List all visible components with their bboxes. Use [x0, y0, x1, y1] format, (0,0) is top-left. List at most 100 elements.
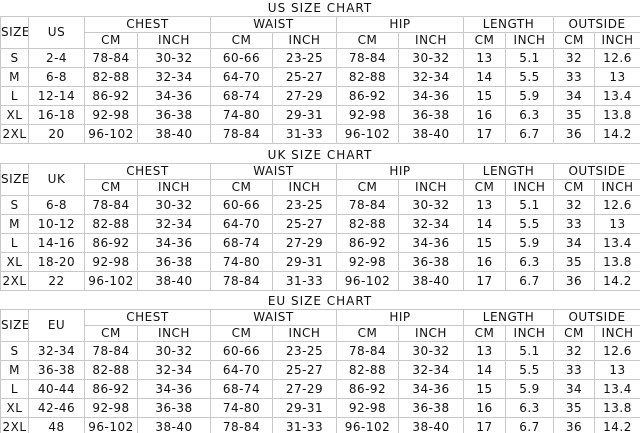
data-cell: 2XL — [0, 417, 29, 433]
header-row: SIZE US CHEST WAIST HIP LENGTH OUTSIDE — [0, 16, 640, 49]
data-cell: 13 — [463, 341, 506, 361]
data-cell: 30-32 — [398, 341, 464, 361]
group-header: CHEST — [84, 16, 211, 33]
data-cell: 36-38 — [398, 251, 464, 272]
data-cell: 33 — [553, 360, 595, 380]
data-cell: 82-88 — [336, 360, 399, 380]
data-cell: 92-98 — [336, 398, 399, 418]
data-cell: 16-18 — [28, 105, 85, 125]
data-cell: 27-29 — [272, 232, 337, 253]
unit-header: INCH — [505, 178, 554, 196]
data-cell: 13.8 — [593, 251, 640, 272]
data-cell: 30-32 — [398, 48, 464, 68]
header-cell: SIZE — [0, 309, 29, 342]
data-cell: 15 — [463, 232, 506, 253]
data-cell: 2XL — [0, 124, 29, 144]
group-header: HIP — [336, 16, 464, 33]
data-cell: 78-84 — [336, 341, 399, 361]
data-cell: 74-80 — [210, 251, 273, 272]
header-row: CM INCH CM INCH CM INCH CM INCH CM INCH — [1, 178, 640, 196]
data-cell: 12.6 — [593, 341, 640, 361]
data-cell: 82-88 — [336, 213, 399, 234]
unit-header: CM — [336, 178, 399, 196]
group-header: CHEST — [84, 162, 211, 180]
data-cell: 12-14 — [28, 86, 85, 106]
size-table: SIZE UK CHEST WAIST HIP LENGTH OUTSIDE CM INCH CM… — [0, 162, 640, 291]
unit-header: INCH — [593, 178, 640, 196]
data-cell: 60-66 — [210, 194, 273, 215]
data-row: L 40-44 86-92 34-36 68-74 27-29 86-92 34-36 15 5.… — [0, 379, 640, 399]
data-cell: 78-84 — [210, 124, 273, 144]
data-cell: XL — [0, 398, 29, 418]
data-cell: 23-25 — [272, 341, 337, 361]
data-row: M 36-38 82-88 32-34 64-70 25-27 82-88 32-34 14 5.… — [0, 360, 640, 380]
data-row: M 10-12 82-88 32-34 64-70 25-27 82-88 32-34 14 5.… — [0, 213, 640, 234]
data-cell: 74-80 — [210, 105, 273, 125]
data-cell: 20 — [28, 124, 85, 144]
unit-header: INCH — [272, 178, 337, 196]
data-cell: 82-88 — [84, 67, 138, 87]
data-cell: 5.1 — [505, 341, 554, 361]
data-cell: 64-70 — [210, 360, 273, 380]
data-cell: 35 — [553, 105, 595, 125]
data-row: L 14-16 86-92 34-36 68-74 27-29 86-92 34-36 15 5.… — [0, 232, 640, 253]
data-cell: 13.8 — [593, 105, 640, 125]
unit-header: INCH — [398, 178, 464, 196]
data-cell: 14.2 — [593, 417, 640, 433]
unit-header: CM — [84, 178, 138, 196]
data-cell: 13.4 — [593, 232, 640, 253]
group-header: CHEST — [84, 309, 211, 326]
data-cell: 38-40 — [137, 270, 211, 291]
data-cell: 5.5 — [505, 67, 554, 87]
header-cell: UK — [28, 162, 85, 196]
data-cell: 5.9 — [505, 232, 554, 253]
header-cell: SIZE — [0, 162, 29, 196]
data-cell: 14 — [463, 67, 506, 87]
data-cell: 32-34 — [137, 67, 211, 87]
data-cell: 25-27 — [272, 360, 337, 380]
data-cell: 36-38 — [398, 398, 464, 418]
group-header: HIP — [336, 309, 464, 326]
unit-header: CM — [84, 325, 138, 342]
data-row: S 32-34 78-84 30-32 60-66 23-25 78-84 30-32 13 5.… — [0, 341, 640, 361]
data-cell: 34-36 — [398, 86, 464, 106]
unit-header: CM — [210, 178, 273, 196]
header-row: SIZE EU CHEST WAIST HIP LENGTH OUTSIDE — [0, 309, 640, 342]
group-header: OUTSIDE — [552, 309, 640, 326]
data-cell: 6.7 — [505, 124, 554, 144]
unit-header: CM — [336, 32, 399, 49]
data-cell: 13 — [463, 194, 506, 215]
data-cell: 30-32 — [137, 194, 211, 215]
data-cell: 5.5 — [505, 213, 554, 234]
group-header: WAIST — [210, 162, 337, 180]
data-cell: 35 — [553, 398, 595, 418]
data-cell: 96-102 — [336, 417, 399, 433]
data-row: M 6-8 82-88 32-34 64-70 25-27 82-88 32-34 14 5.5 3… — [0, 67, 640, 87]
data-cell: 25-27 — [272, 67, 337, 87]
size-table: SIZE US CHEST WAIST HIP LENGTH OUTSIDE CM INCH CM… — [0, 16, 640, 144]
unit-header: CM — [553, 178, 595, 196]
data-cell: 34 — [553, 232, 595, 253]
data-cell: 40-44 — [28, 379, 85, 399]
chart-title: US SIZE CHART — [267, 1, 373, 15]
unit-header: INCH — [272, 32, 337, 49]
data-cell: 34-36 — [137, 232, 211, 253]
group-header: WAIST — [210, 309, 337, 326]
size-chart: UK SIZE CHART SIZE UK CHEST WAIST HIP LENGTH OU… — [0, 147, 640, 291]
unit-header: INCH — [398, 325, 464, 342]
data-cell: 6.7 — [505, 417, 554, 433]
size-table: SIZE EU CHEST WAIST HIP LENGTH OUTSIDE CM INCH CM… — [0, 309, 640, 433]
data-cell: 92-98 — [336, 251, 399, 272]
data-cell: 13.8 — [593, 398, 640, 418]
data-cell: 82-88 — [84, 213, 138, 234]
data-cell: 32 — [553, 194, 595, 215]
data-cell: 5.1 — [505, 48, 554, 68]
data-cell: 14.2 — [593, 270, 640, 291]
unit-header: CM — [84, 32, 138, 49]
data-cell: 5.5 — [505, 360, 554, 380]
data-cell: 32-34 — [398, 213, 464, 234]
data-row: 2XL 48 96-102 38-40 78-84 31-33 96-102 38-40 17 6… — [0, 417, 640, 433]
group-header: LENGTH — [463, 309, 554, 326]
data-cell: 13 — [593, 360, 640, 380]
